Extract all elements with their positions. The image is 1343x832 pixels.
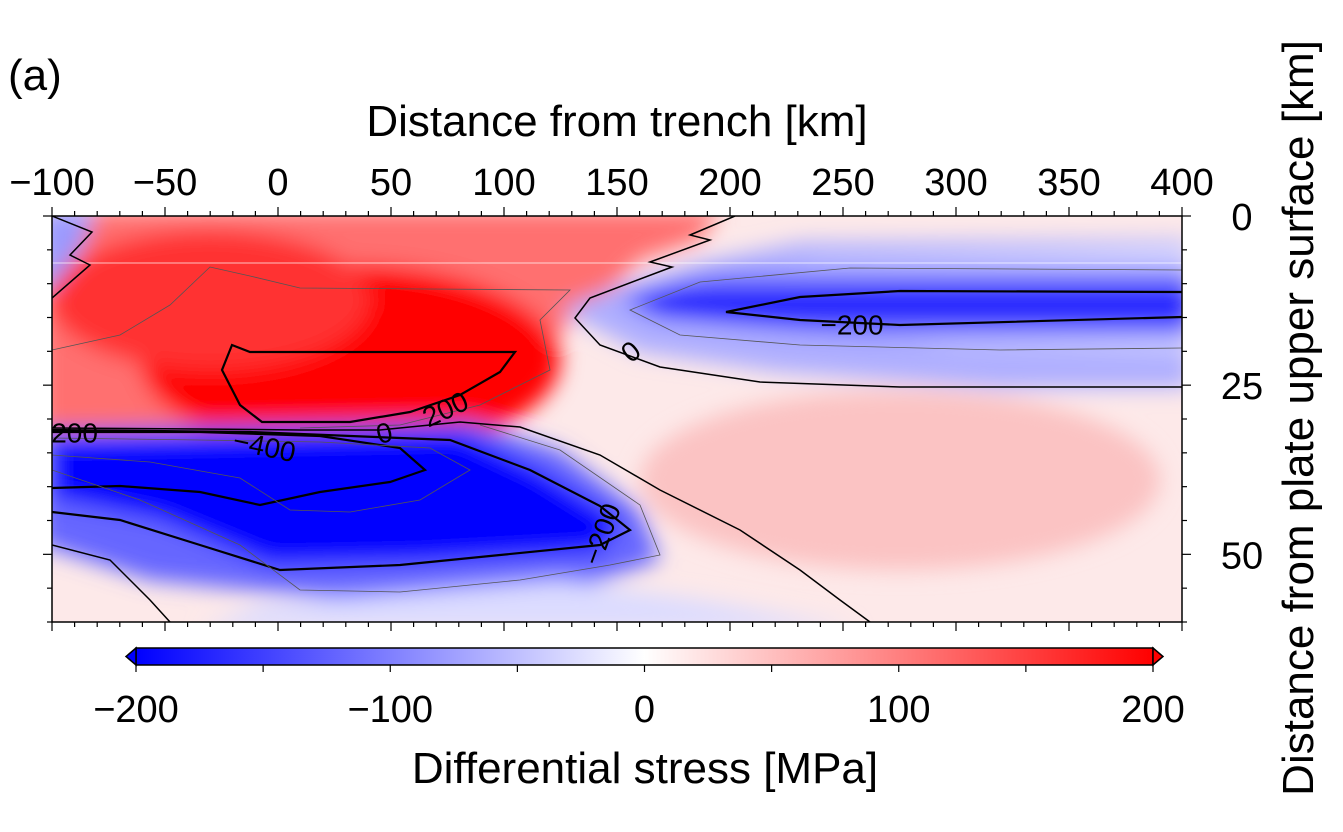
colorbar-tick-label: −200	[93, 689, 179, 731]
contour-neg400	[52, 430, 428, 507]
deep-landward-blue	[219, 580, 818, 622]
contour-minor-compression	[52, 266, 571, 429]
contour-0-main	[52, 421, 871, 622]
colorbar-tick-label: 0	[634, 689, 655, 731]
x-tick-label: 150	[585, 162, 648, 204]
contour-minor-landward	[629, 267, 1182, 351]
x-tick-label: 200	[698, 162, 761, 204]
contour-lines	[52, 216, 1182, 622]
contour-minor-outer	[52, 424, 661, 593]
colorbar-label: Differential stress [MPa]	[412, 744, 878, 793]
panel-label: (a)	[8, 51, 62, 100]
x-axis-label: Distance from trench [km]	[366, 97, 867, 146]
colorbar-tick-label: 200	[1121, 689, 1184, 731]
compression-upper	[52, 230, 370, 370]
y-tick-label: 0	[1231, 197, 1252, 239]
x-tick-label: 50	[370, 162, 412, 204]
colorbar: −200 −100 0 100 200 Differential stress [MPa…	[93, 646, 1185, 793]
x-tick-label: −50	[133, 162, 197, 204]
colorbar-tick-label: −100	[347, 689, 433, 731]
colorbar-high-extension	[1152, 646, 1165, 667]
y-tick-label: 25	[1221, 366, 1263, 408]
colorbar-low-extension	[124, 646, 137, 667]
y-axis-ticks: 0 25 50	[43, 197, 1263, 623]
landward-extension-band	[620, 250, 1182, 350]
contour-label: −200	[821, 309, 884, 340]
x-tick-label: −100	[9, 162, 95, 204]
weak-compression-patch	[640, 390, 1160, 570]
x-tick-label: 300	[924, 162, 987, 204]
stress-field	[52, 216, 1182, 622]
x-axis-ticks: −100 −50 0 50 100 150 200 250 300 350 400	[9, 162, 1214, 631]
colorbar-gradient	[135, 647, 1154, 666]
x-tick-label: 400	[1150, 162, 1213, 204]
contour-neg200-landward	[725, 289, 1182, 327]
extension-core	[52, 432, 620, 565]
contour-label: 200	[51, 418, 98, 449]
x-tick-label: 250	[811, 162, 874, 204]
contour-upper-left	[52, 216, 94, 299]
x-tick-label: 0	[267, 162, 288, 204]
x-tick-label: 350	[1037, 162, 1100, 204]
contour-0-deep-left	[52, 544, 171, 622]
colorbar-tick-label: 100	[867, 689, 930, 731]
y-axis-label: Distance from plate upper surface [km]	[1274, 40, 1323, 796]
contour-0-landward	[574, 216, 1182, 388]
colorbar-ticks: −200 −100 0 100 200	[93, 665, 1185, 731]
contour-label: 0	[373, 416, 396, 450]
contour-minor-deep	[52, 437, 471, 513]
y-tick-label: 50	[1221, 535, 1263, 577]
x-tick-label: 100	[472, 162, 535, 204]
contour-neg200-deep	[52, 428, 633, 572]
contour-200-compression	[220, 343, 518, 424]
